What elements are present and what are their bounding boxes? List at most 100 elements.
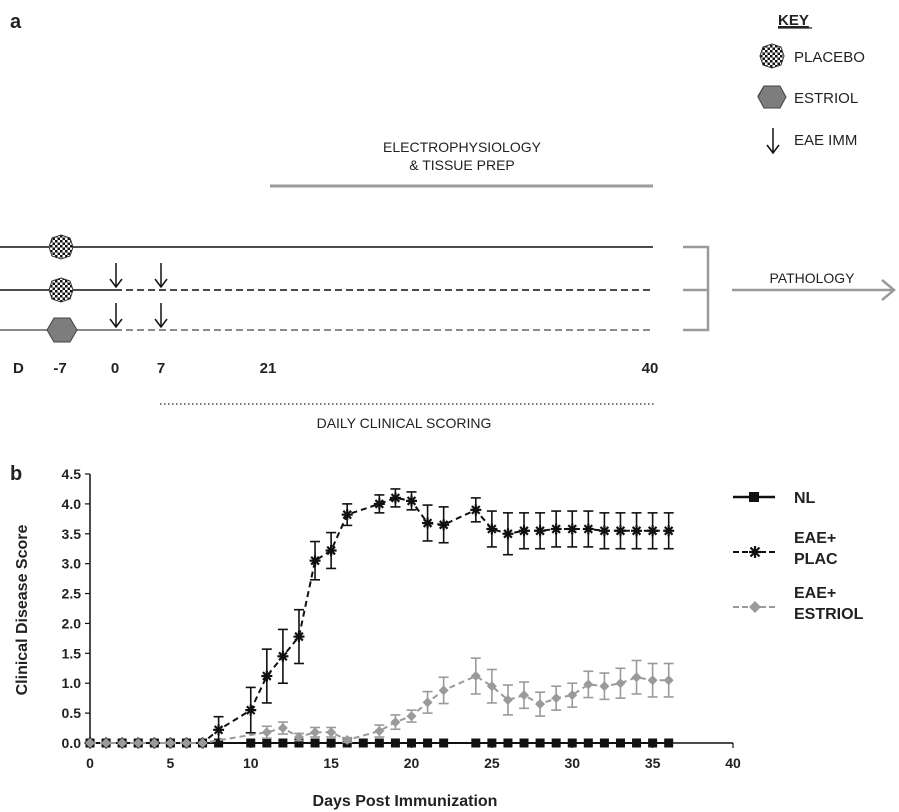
legend: NL EAE+ PLAC EAE+ ESTRIOL xyxy=(733,490,864,623)
data-point-nl xyxy=(487,738,497,748)
data-point-nl xyxy=(632,738,642,748)
data-point-nl xyxy=(358,738,368,748)
placebo-key-icon xyxy=(759,43,785,69)
data-point-nl xyxy=(599,738,609,748)
x-tick-label: 35 xyxy=(645,755,661,771)
day-label-40: 40 xyxy=(642,360,659,377)
data-point-nl xyxy=(615,738,625,748)
day-label-21: 21 xyxy=(260,360,277,377)
data-point-eae-plac xyxy=(647,525,659,537)
data-point-eae-plac xyxy=(325,545,337,557)
panel-a-label: a xyxy=(10,11,22,33)
data-point-eae-estriol xyxy=(535,699,546,710)
data-point-eae-plac xyxy=(341,509,353,521)
day-label-0: 0 xyxy=(111,360,119,377)
data-point-eae-estriol xyxy=(583,679,594,690)
day-label-7: 7 xyxy=(157,360,165,377)
data-point-eae-estriol xyxy=(374,726,385,737)
eae-imm-arrow-row2-day0 xyxy=(109,263,123,289)
eae-imm-arrow-row3-day0 xyxy=(109,303,123,329)
data-point-nl xyxy=(407,738,416,748)
y-axis: 0.0 0.5 1.0 1.5 2.0 2.5 3.0 3.5 4.0 4.5 xyxy=(62,466,91,751)
data-point-eae-plac xyxy=(213,724,225,736)
data-point-eae-estriol xyxy=(326,727,337,738)
y-tick-label: 3.0 xyxy=(62,556,82,572)
panel-b: b Clinical Disease Score Days Post Immun… xyxy=(10,463,864,810)
data-point-eae-estriol xyxy=(470,671,481,682)
x-tick-label: 20 xyxy=(404,755,420,771)
x-tick-label: 30 xyxy=(564,755,580,771)
legend-plac-label-line1: EAE+ xyxy=(794,530,836,547)
data-point-eae-estriol xyxy=(647,675,658,686)
data-point-eae-plac xyxy=(566,523,578,535)
data-point-eae-estriol xyxy=(438,685,449,696)
legend-plac-star-marker xyxy=(749,546,761,558)
data-point-eae-estriol xyxy=(293,732,304,743)
data-point-eae-plac xyxy=(534,525,546,537)
legend-estriol-diamond-marker xyxy=(749,601,761,613)
data-point-eae-plac xyxy=(470,504,482,516)
daily-scoring-label: DAILY CLINICAL SCORING xyxy=(317,415,492,431)
legend-plac-label-line2: PLAC xyxy=(794,551,838,568)
data-point-nl xyxy=(262,738,272,748)
pathology-arrow-head xyxy=(881,279,896,301)
data-point-eae-plac xyxy=(614,525,626,537)
data-point-eae-estriol xyxy=(422,697,433,708)
data-point-eae-estriol xyxy=(663,675,674,686)
legend-nl-label: NL xyxy=(794,490,816,507)
data-point-nl xyxy=(664,738,674,748)
data-point-eae-estriol xyxy=(502,694,513,705)
data-point-eae-estriol xyxy=(117,738,128,748)
data-point-eae-estriol xyxy=(165,738,176,748)
data-point-eae-plac xyxy=(502,528,514,540)
y-tick-label: 4.0 xyxy=(62,496,82,512)
data-point-nl xyxy=(648,738,658,748)
x-tick-label: 0 xyxy=(86,755,94,771)
plot-area xyxy=(84,488,675,749)
electrophysiology-label: ELECTROPHYSIOLOGY xyxy=(383,139,542,155)
data-point-eae-plac xyxy=(486,523,498,535)
panel-b-label: b xyxy=(10,463,22,485)
y-tick-label: 0.0 xyxy=(62,735,82,751)
legend-item-eae-estriol: EAE+ ESTRIOL xyxy=(733,585,864,623)
data-point-eae-plac xyxy=(293,631,305,643)
data-point-eae-plac xyxy=(550,523,562,535)
estriol-icon-row3 xyxy=(46,317,78,343)
data-point-eae-estriol xyxy=(85,738,95,748)
y-tick-label: 1.5 xyxy=(62,645,82,661)
data-point-nl xyxy=(423,738,433,748)
series-line-eae-plac xyxy=(90,496,669,744)
data-point-eae-estriol xyxy=(149,738,160,748)
data-point-eae-plac xyxy=(598,525,610,537)
legend-nl-square-marker xyxy=(749,492,759,502)
data-point-eae-estriol xyxy=(406,711,417,722)
x-axis-title: Days Post Immunization xyxy=(313,793,498,810)
data-point-eae-estriol xyxy=(133,738,144,748)
data-point-nl xyxy=(310,738,320,748)
y-tick-label: 2.0 xyxy=(62,615,82,631)
key-eae-imm-label: EAE IMM xyxy=(794,132,857,149)
data-point-eae-plac xyxy=(582,523,594,535)
x-tick-label: 10 xyxy=(243,755,259,771)
estriol-key-hex xyxy=(757,85,787,109)
panel-a: a KEY PLACEBO ESTRIOL EAE IMM ELECTROPHY… xyxy=(0,11,896,431)
data-point-eae-estriol xyxy=(181,738,192,748)
data-point-nl xyxy=(278,738,288,748)
x-tick-label: 15 xyxy=(323,755,339,771)
key-estriol-label: ESTRIOL xyxy=(794,90,858,107)
legend-estriol-label-line2: ESTRIOL xyxy=(794,606,864,623)
day-label-d: D xyxy=(13,360,24,377)
day-labels: D -7 0 7 21 40 xyxy=(13,360,658,377)
key-placebo-label: PLACEBO xyxy=(794,49,865,66)
data-point-nl xyxy=(471,738,481,748)
data-point-eae-plac xyxy=(438,519,450,531)
x-tick-label: 5 xyxy=(166,755,174,771)
placebo-icon-row2 xyxy=(48,277,74,303)
data-point-eae-estriol xyxy=(390,717,401,728)
data-point-eae-plac xyxy=(309,555,321,567)
data-point-nl xyxy=(294,738,304,748)
data-point-eae-estriol xyxy=(310,727,321,738)
data-point-eae-plac xyxy=(631,525,643,537)
data-point-eae-plac xyxy=(518,525,530,537)
